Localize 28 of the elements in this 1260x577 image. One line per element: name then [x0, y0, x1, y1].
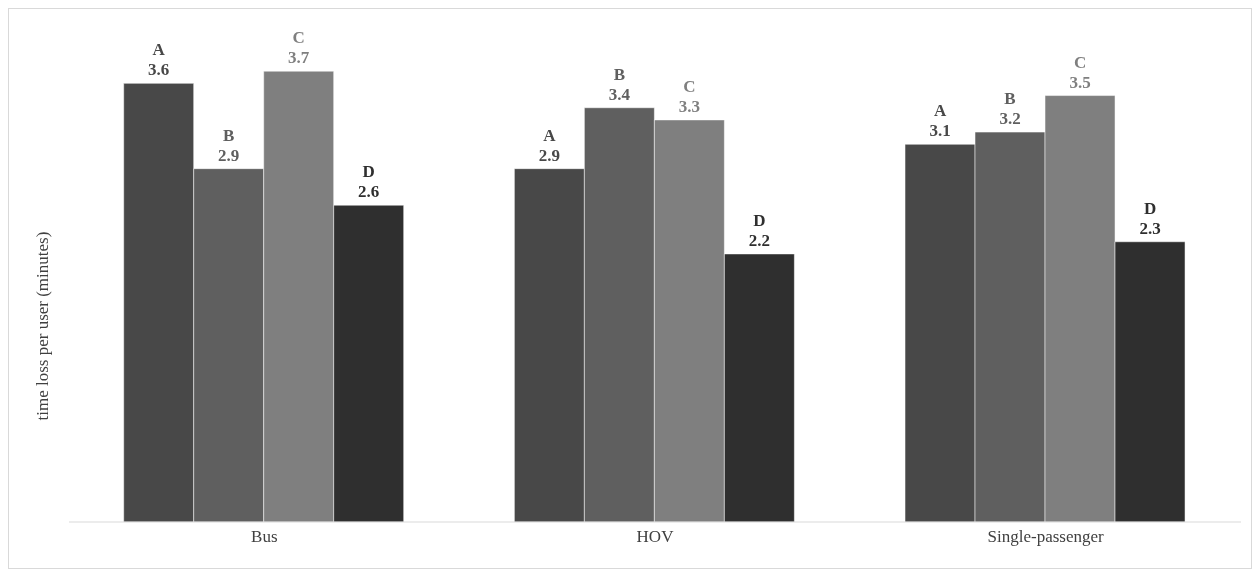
text: A: [543, 125, 556, 145]
data-label: 3.5: [1069, 72, 1091, 92]
y-axis-title: time loss per user (minutes): [33, 231, 53, 421]
data-label: 2.3: [1139, 218, 1161, 238]
text: D: [753, 210, 766, 230]
text: A: [152, 40, 165, 60]
data-label: 3.6: [148, 60, 170, 80]
text: C: [1073, 52, 1087, 72]
series-label: A: [933, 101, 947, 121]
series-label: B: [223, 125, 235, 145]
data-label: 2.6: [358, 182, 380, 202]
series-label: C: [683, 76, 696, 96]
x-tick-label: Single-passenger: [987, 527, 1105, 547]
data-label: 3.4: [608, 84, 631, 104]
text: C: [292, 28, 305, 48]
text: B: [613, 64, 626, 84]
text: D: [1143, 198, 1157, 218]
data-label: 3.3: [678, 96, 700, 116]
x-tick-label: Bus: [251, 527, 278, 547]
data-label: 3.2: [999, 109, 1021, 129]
text: B: [1004, 89, 1016, 109]
data-label: 2.9: [218, 145, 240, 165]
data-label: 2.2: [748, 230, 770, 250]
data-label: 3.1: [929, 121, 951, 141]
data-label: 3.7: [288, 48, 310, 68]
series-label: D: [362, 162, 375, 182]
data-label: 2.9: [538, 145, 560, 165]
x-tick-label: HOV: [636, 527, 675, 547]
